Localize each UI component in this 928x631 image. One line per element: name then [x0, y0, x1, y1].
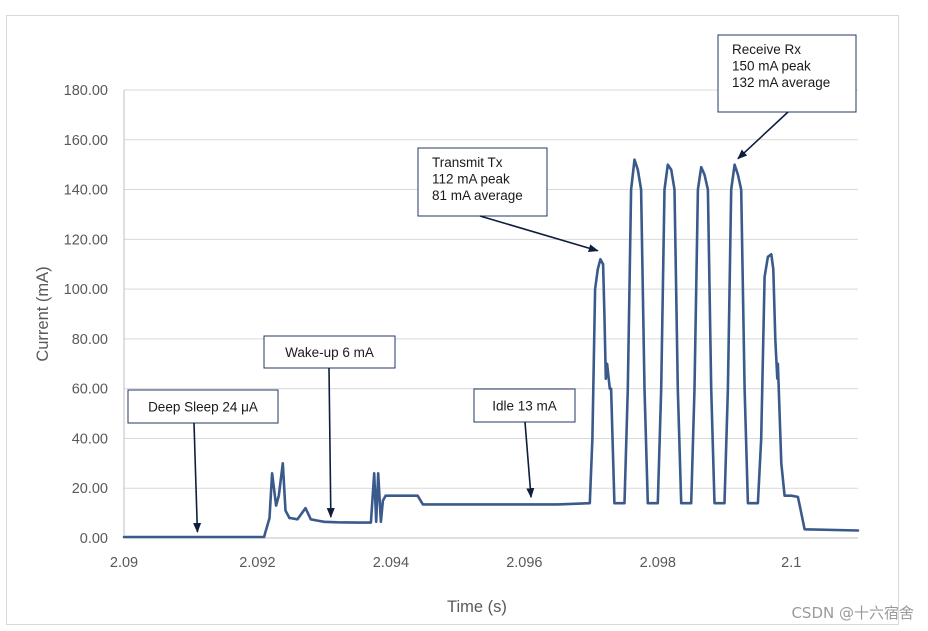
annotation-box-deep-sleep: [127, 389, 279, 424]
annotation-arrow-transmit: [479, 215, 599, 253]
y-tick-label: 120.00: [64, 232, 108, 248]
y-tick-label: 60.00: [72, 382, 108, 398]
annotation-text-receive: 132 mA average: [732, 75, 830, 90]
annotation-text-receive: Receive Rx: [732, 42, 801, 57]
annotation-text-transmit: 81 mA average: [432, 188, 523, 203]
annotation-arrow-wake-up: [326, 367, 335, 519]
y-tick-label: 40.00: [72, 431, 108, 447]
x-tick-label: 2.094: [373, 555, 409, 571]
x-tick-label: 2.1: [781, 555, 801, 571]
annotation-arrow-receive: [737, 111, 789, 160]
series-line-current: [122, 158, 860, 539]
annotation-box-receive: [717, 34, 857, 113]
y-tick-label: 140.00: [64, 183, 108, 199]
annotation-text-wake-up: Wake-up 6 mA: [285, 345, 374, 360]
y-axis-title: Current (mA): [34, 266, 52, 361]
x-tick-label: 2.098: [640, 555, 676, 571]
x-tick-label: 2.092: [239, 555, 275, 571]
y-tick-label: 180.00: [64, 83, 108, 99]
x-tick-label: 2.096: [506, 555, 542, 571]
annotation-text-transmit: Transmit Tx: [432, 155, 503, 170]
x-axis-title: Time (s): [447, 598, 507, 616]
y-tick-label: 0.00: [80, 531, 108, 547]
annotation-arrow-idle: [524, 421, 535, 499]
annotation-text-deep-sleep: Deep Sleep 24 μA: [148, 400, 258, 415]
y-tick-label: 20.00: [72, 481, 108, 497]
annotation-text-receive: 150 mA peak: [732, 59, 811, 74]
y-tick-label: 80.00: [72, 332, 108, 348]
x-tick-label: 2.09: [110, 555, 138, 571]
annotation-text-transmit: 112 mA peak: [432, 172, 510, 187]
annotation-text-idle: Idle 13 mA: [492, 399, 557, 414]
watermark: CSDN @十六宿舍: [791, 604, 914, 622]
annotation-box-idle: [473, 388, 576, 423]
y-tick-label: 100.00: [64, 282, 108, 298]
y-tick-label: 160.00: [64, 133, 108, 149]
chart-frame: [6, 15, 899, 625]
annotation-arrow-deep-sleep: [193, 422, 202, 533]
